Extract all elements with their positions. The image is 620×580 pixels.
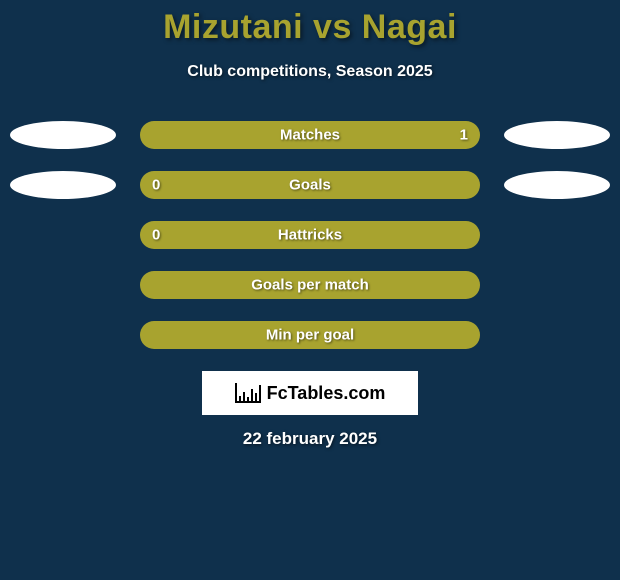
player-right-marker bbox=[504, 171, 610, 199]
stat-left-value: 0 bbox=[152, 227, 160, 244]
stat-pill: Matches 1 bbox=[140, 121, 480, 149]
stat-pill: Hattricks 0 bbox=[140, 221, 480, 249]
player-left-marker bbox=[10, 171, 116, 199]
page-subtitle: Club competitions, Season 2025 bbox=[0, 63, 620, 81]
stat-label: Goals bbox=[289, 177, 331, 194]
stat-label: Goals per match bbox=[251, 277, 369, 294]
icon-bar bbox=[255, 393, 257, 401]
stat-row: Goals 0 bbox=[0, 171, 620, 199]
icon-bar bbox=[247, 397, 249, 401]
player-left-marker bbox=[10, 121, 116, 149]
stat-label: Min per goal bbox=[266, 327, 354, 344]
stat-label: Hattricks bbox=[278, 227, 342, 244]
stat-pill: Goals 0 bbox=[140, 171, 480, 199]
fctables-logo-link[interactable]: FcTables.com bbox=[202, 371, 418, 415]
stats-list: Matches 1 Goals 0 Hattricks 0 Goals per match M… bbox=[0, 121, 620, 349]
stat-row: Goals per match bbox=[0, 271, 620, 299]
date-label: 22 february 2025 bbox=[0, 429, 620, 449]
icon-bar bbox=[259, 385, 261, 401]
stat-pill: Min per goal bbox=[140, 321, 480, 349]
bar-chart-icon bbox=[235, 383, 261, 403]
logo-text: FcTables.com bbox=[267, 383, 386, 404]
page-title: Mizutani vs Nagai bbox=[0, 8, 620, 47]
icon-bar bbox=[243, 392, 245, 401]
icon-bar bbox=[239, 396, 241, 401]
stat-row: Hattricks 0 bbox=[0, 221, 620, 249]
stat-label: Matches bbox=[280, 127, 340, 144]
stat-left-value: 0 bbox=[152, 177, 160, 194]
stat-pill: Goals per match bbox=[140, 271, 480, 299]
stat-row: Matches 1 bbox=[0, 121, 620, 149]
player-right-marker bbox=[504, 121, 610, 149]
stat-row: Min per goal bbox=[0, 321, 620, 349]
comparison-card: Mizutani vs Nagai Club competitions, Sea… bbox=[0, 0, 620, 449]
stat-right-value: 1 bbox=[460, 127, 468, 144]
icon-bar bbox=[251, 389, 253, 401]
